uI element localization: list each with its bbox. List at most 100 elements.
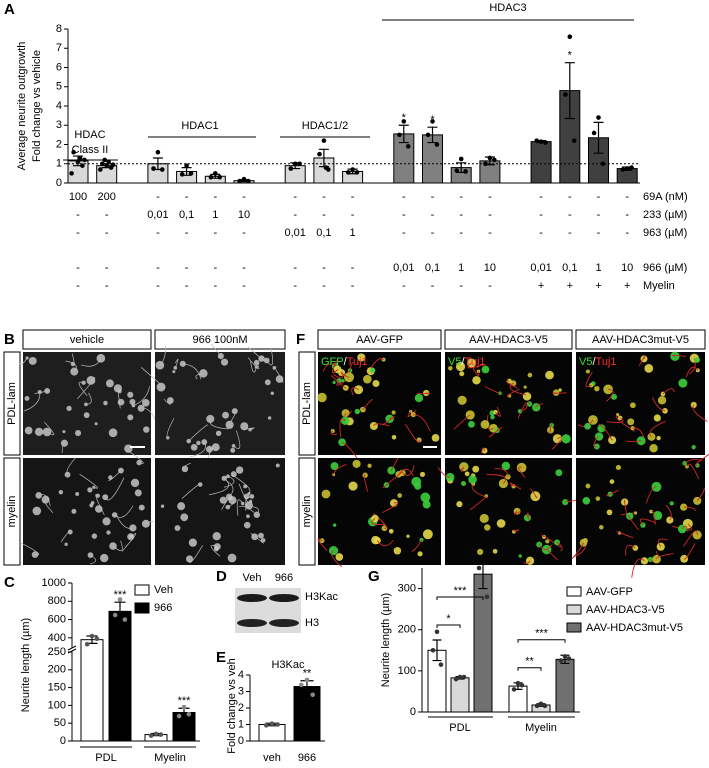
lane-label: 966 xyxy=(275,572,293,584)
cell xyxy=(214,546,219,552)
cell xyxy=(341,378,345,383)
cell xyxy=(246,514,250,519)
condition-cell: - xyxy=(242,262,246,274)
cell xyxy=(419,471,426,477)
condition-cell: - xyxy=(351,280,355,292)
condition-cell: - xyxy=(402,280,406,292)
condition-label: 963 (µM) xyxy=(643,227,687,239)
data-point xyxy=(542,703,548,709)
neurite xyxy=(65,360,77,372)
neurite xyxy=(188,424,208,442)
bar xyxy=(555,658,575,713)
data-point xyxy=(269,721,275,726)
condition-cell: - xyxy=(625,191,629,203)
neurite xyxy=(683,530,698,547)
neurite xyxy=(696,487,705,502)
neurite xyxy=(649,420,666,438)
cell xyxy=(134,489,142,497)
cell xyxy=(417,551,423,557)
condition-cell: - xyxy=(351,191,355,203)
legend-label: AAV-HDAC3-V5 xyxy=(586,604,665,616)
data-point xyxy=(104,163,109,168)
condition-cell: - xyxy=(213,191,217,203)
neurite xyxy=(210,545,221,557)
condition-cell: - xyxy=(242,227,246,239)
neurite xyxy=(77,377,96,400)
neurite xyxy=(250,532,264,544)
condition-cell: - xyxy=(597,227,601,239)
cell xyxy=(615,464,621,471)
y-axis-label: Fold change vs veh xyxy=(226,658,238,753)
condition-cell: - xyxy=(242,280,246,292)
y-tick-label: 7 xyxy=(56,42,62,54)
cell xyxy=(682,461,688,466)
legend-swatch xyxy=(566,622,582,633)
neurite xyxy=(377,540,394,547)
cell xyxy=(644,363,654,373)
neurite xyxy=(247,346,265,362)
data-point xyxy=(217,174,222,180)
condition-cell: + xyxy=(567,280,573,292)
cell xyxy=(190,443,198,451)
cell xyxy=(498,478,508,489)
cell xyxy=(603,384,613,395)
band xyxy=(269,594,299,602)
data-point xyxy=(208,174,214,180)
cell xyxy=(335,553,344,561)
significance-bracket xyxy=(436,596,484,600)
data-point xyxy=(405,144,411,149)
cell xyxy=(455,361,466,372)
micrograph xyxy=(576,458,705,565)
cell xyxy=(348,481,358,491)
data-point xyxy=(401,119,407,124)
stain-part: Tuj1 xyxy=(347,356,368,368)
neurite xyxy=(549,424,553,434)
cell xyxy=(481,365,490,374)
y-tick-label: 6 xyxy=(56,61,62,73)
data-point xyxy=(179,172,185,177)
condition-cell: - xyxy=(488,227,492,239)
data-point xyxy=(487,155,493,161)
data-point xyxy=(148,733,154,738)
condition-label: 69A (nM) xyxy=(643,191,688,203)
cell xyxy=(243,484,248,489)
neurite xyxy=(506,380,518,389)
neurite xyxy=(363,474,369,492)
data-point xyxy=(292,161,298,167)
stain-part: V5 xyxy=(579,356,592,368)
cell xyxy=(472,465,480,473)
cell xyxy=(363,374,372,384)
data-point xyxy=(241,176,247,182)
error-bar xyxy=(398,124,409,144)
data-point xyxy=(100,161,105,167)
condition-cell: - xyxy=(105,227,109,239)
cell xyxy=(66,405,72,411)
condition-cell: - xyxy=(488,191,492,203)
neurite xyxy=(658,538,668,547)
neurite xyxy=(231,474,251,494)
condition-label: 233 (µM) xyxy=(643,209,687,221)
cell xyxy=(420,492,431,503)
significance: * xyxy=(402,112,407,124)
condition-cell: 0,1 xyxy=(562,262,577,274)
neurite xyxy=(247,357,260,370)
panel-label: F xyxy=(296,331,305,348)
x-tick-label: PDL xyxy=(449,722,470,734)
condition-cell: - xyxy=(213,227,217,239)
data-point xyxy=(434,629,440,635)
cell xyxy=(124,444,133,453)
data-point xyxy=(117,597,123,602)
cell xyxy=(653,414,661,422)
data-point xyxy=(213,171,218,176)
data-point xyxy=(558,658,564,663)
row-label: myelin xyxy=(6,496,18,528)
condition-cell: - xyxy=(402,227,406,239)
cell xyxy=(448,365,453,371)
chart-title: H3Kac xyxy=(271,659,305,671)
neurite xyxy=(656,553,674,560)
legend-swatch xyxy=(134,602,150,614)
neurite xyxy=(182,363,202,380)
condition-cell: - xyxy=(625,227,629,239)
cell xyxy=(501,461,511,471)
error-bar xyxy=(593,121,604,154)
